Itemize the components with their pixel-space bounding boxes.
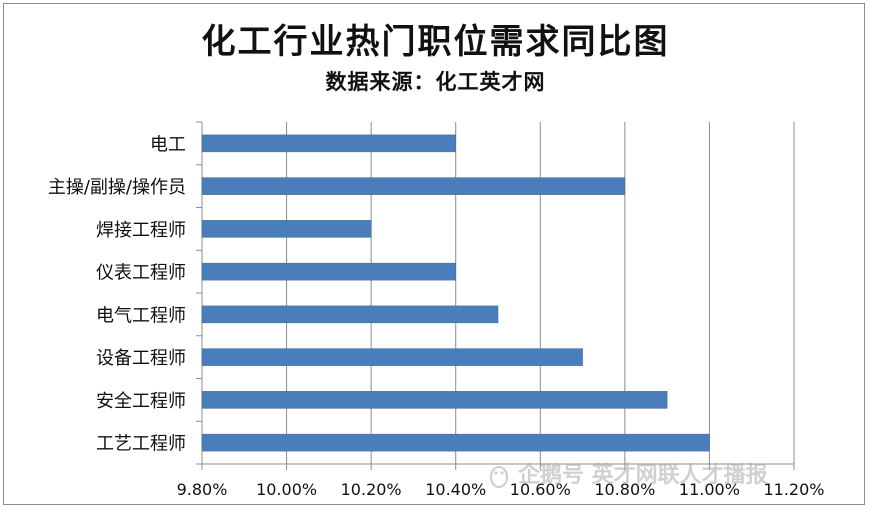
tick-labels: 9.80% 10.00% 10.20% 10.40% 10.60% 10.80% 11.00…: [177, 480, 825, 499]
chart-subtitle: 数据来源：化工英才网: [325, 70, 546, 94]
bar: [201, 134, 456, 153]
category-label: 主操/副操/操作员: [48, 177, 186, 198]
category-label: 电气工程师: [96, 305, 186, 326]
bar: [201, 177, 626, 195]
axes: [196, 121, 795, 470]
watermark-text: 企鹅号 英才网联人才播报: [518, 463, 768, 488]
chart-title: 化工行业热门职位需求同比图: [201, 22, 670, 62]
x-tick-label: 10.80%: [594, 480, 655, 499]
chart-frame: [3, 3, 865, 505]
x-tick-label: 11.00%: [679, 480, 740, 499]
x-tick-label: 10.00%: [256, 480, 317, 499]
bar: [201, 220, 372, 238]
bar: [201, 391, 668, 409]
category-label: 仪表工程师: [96, 263, 186, 284]
x-tick-label: 10.20%: [341, 480, 402, 499]
x-tick-label: 10.60%: [510, 480, 571, 499]
watermark: 企鹅号 英才网联人才播报: [486, 457, 768, 489]
category-label: 工艺工程师: [96, 434, 186, 455]
category-labels: 电工主操/副操/操作员焊接工程师仪表工程师电气工程师设备工程师安全工程师工艺工程…: [48, 134, 186, 454]
bar: [201, 348, 583, 366]
bar: [201, 305, 499, 324]
category-label: 电工: [150, 134, 186, 155]
x-tick-label: 10.40%: [425, 480, 486, 499]
bars: [201, 134, 710, 452]
x-tick-label: 11.20%: [763, 480, 824, 499]
gridlines: [286, 122, 795, 464]
bar: [201, 262, 456, 281]
category-label: 设备工程师: [96, 348, 186, 369]
bar: [201, 433, 710, 452]
category-label: 焊接工程师: [96, 220, 186, 241]
category-label: 安全工程师: [96, 391, 186, 412]
x-tick-label: 9.80%: [177, 480, 228, 499]
penguin-logo-icon: [490, 466, 508, 488]
